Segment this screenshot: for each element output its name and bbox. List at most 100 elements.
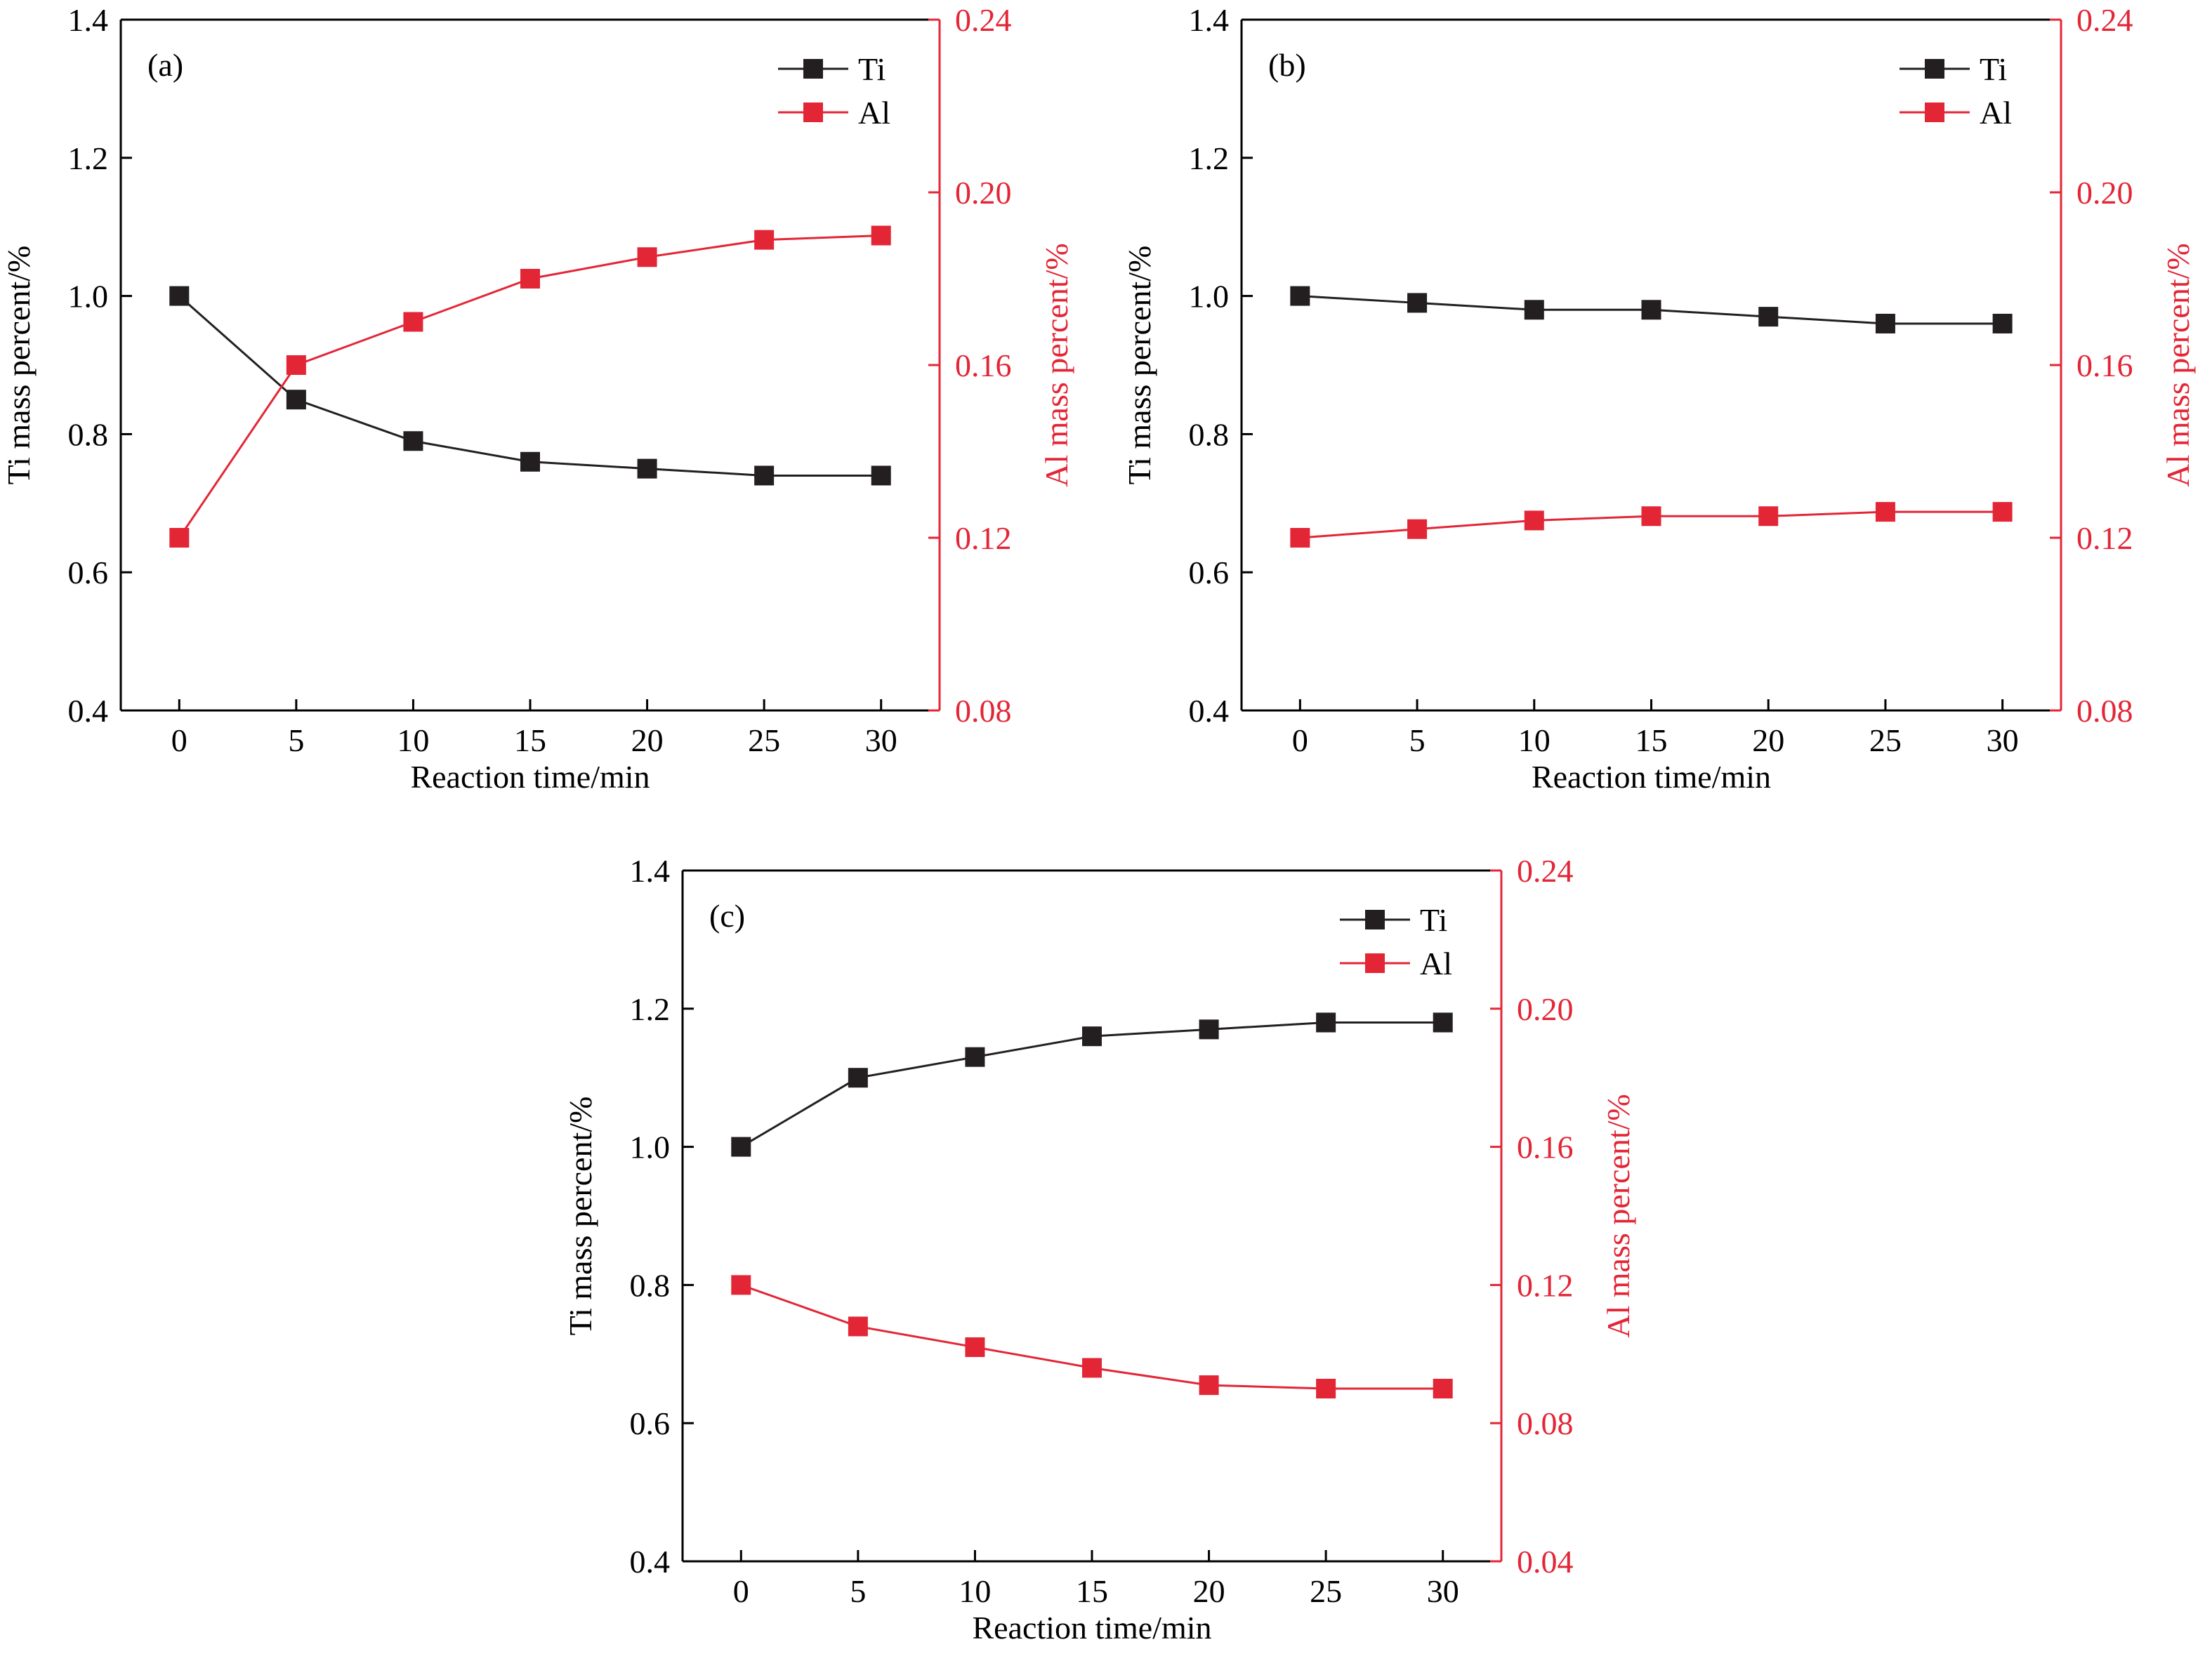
- x-tick-label: 5: [850, 1573, 866, 1609]
- right-y-tick-label: 0.08: [955, 693, 1012, 729]
- legend-label-ti: Ti: [1420, 902, 1447, 938]
- left-y-tick-label: 0.8: [630, 1267, 671, 1303]
- right-y-tick-label: 0.16: [955, 348, 1012, 383]
- left-y-tick-label: 1.2: [630, 991, 671, 1027]
- right-y-tick-label: 0.08: [2076, 693, 2133, 729]
- data-point-ti: [1199, 1019, 1219, 1040]
- x-tick-label: 20: [1193, 1573, 1225, 1609]
- panel-a: 0 5 10 15 20 25 30 0.4 0.6 0.8 1.0 1.2 1.4 0.08 0.12 0.…: [1, 2, 1074, 795]
- x-tick-label: 30: [1987, 722, 2019, 758]
- right-y-axis-title: Al mass percent/%: [2160, 243, 2196, 487]
- data-point-ti: [1316, 1012, 1336, 1033]
- legend-marker-ti: [1365, 910, 1385, 929]
- data-point-al: [754, 230, 775, 250]
- x-axis-title: Reaction time/min: [410, 759, 650, 795]
- x-tick-label: 5: [288, 722, 304, 758]
- left-y-tick-label: 0.6: [1189, 555, 1230, 590]
- x-tick-label: 0: [1292, 722, 1308, 758]
- left-y-tick-label: 1.2: [1189, 140, 1230, 176]
- data-point-al: [1641, 506, 1661, 527]
- data-point-al: [1316, 1379, 1336, 1398]
- left-y-tick-label: 1.0: [630, 1130, 671, 1165]
- data-point-ti: [1758, 307, 1779, 327]
- legend-label-al: Al: [858, 95, 890, 131]
- left-y-tick-label: 0.6: [68, 555, 109, 590]
- left-y-tick-label: 0.4: [630, 1544, 671, 1580]
- data-point-al: [1407, 519, 1428, 539]
- left-y-tick-label: 1.2: [68, 140, 109, 176]
- data-point-al: [871, 225, 891, 246]
- x-tick-label: 10: [1518, 722, 1551, 758]
- legend-label-al: Al: [1420, 946, 1452, 981]
- x-tick-label: 0: [733, 1573, 749, 1609]
- data-point-ti: [1407, 293, 1428, 313]
- legend-label-al: Al: [1980, 95, 2012, 131]
- left-y-tick-label: 1.4: [68, 2, 109, 38]
- data-point-ti: [637, 458, 657, 479]
- left-y-tick-label: 0.8: [68, 416, 109, 452]
- x-axis-title: Reaction time/min: [1532, 759, 1771, 795]
- legend-marker-al: [1365, 953, 1385, 973]
- x-tick-label: 25: [1310, 1573, 1342, 1609]
- left-y-tick-label: 0.4: [68, 693, 109, 729]
- x-tick-label: 30: [865, 722, 897, 758]
- data-point-al: [1433, 1379, 1453, 1398]
- legend-marker-al: [1925, 102, 1944, 122]
- right-y-tick-label: 0.20: [1517, 991, 1574, 1027]
- panel-b: 0 5 10 15 20 25 30 0.4 0.6 0.8 1.0 1.2 1.4 0.08 0.12 0.…: [1121, 2, 2196, 795]
- data-point-ti: [871, 465, 891, 486]
- data-point-ti: [169, 286, 190, 306]
- left-y-tick-label: 0.8: [1189, 416, 1230, 452]
- data-point-al: [1082, 1358, 1102, 1378]
- data-point-ti: [1433, 1012, 1453, 1033]
- data-point-al: [1199, 1375, 1219, 1396]
- right-y-tick-label: 0.08: [1517, 1405, 1574, 1441]
- x-tick-label: 25: [1869, 722, 1902, 758]
- x-tick-label: 25: [748, 722, 780, 758]
- data-point-ti: [520, 451, 540, 472]
- x-tick-label: 0: [171, 722, 187, 758]
- x-tick-label: 15: [1635, 722, 1668, 758]
- data-point-ti: [848, 1068, 868, 1088]
- data-point-ti: [1082, 1026, 1102, 1047]
- data-point-ti: [286, 390, 306, 410]
- data-point-ti: [403, 431, 423, 451]
- right-y-axis-title: Al mass percent/%: [1039, 243, 1074, 487]
- legend-label-ti: Ti: [1980, 51, 2007, 87]
- left-y-tick-label: 1.0: [68, 279, 109, 315]
- panel-label: (c): [709, 898, 745, 934]
- right-y-tick-label: 0.24: [955, 2, 1012, 38]
- right-y-axis-title: Al mass percent/%: [1600, 1094, 1636, 1337]
- series-line-ti: [178, 295, 881, 477]
- right-y-tick-label: 0.24: [1517, 853, 1574, 889]
- data-point-ti: [1641, 300, 1661, 320]
- x-tick-label: 15: [1076, 1573, 1108, 1609]
- data-point-al: [1524, 510, 1544, 531]
- data-point-al: [731, 1275, 751, 1295]
- left-y-tick-label: 1.4: [1189, 2, 1230, 38]
- x-tick-label: 15: [514, 722, 546, 758]
- left-y-axis-title: Ti mass percent/%: [1121, 246, 1157, 485]
- data-point-al: [965, 1337, 985, 1357]
- data-point-al: [637, 247, 657, 267]
- left-y-tick-label: 0.4: [1189, 693, 1230, 729]
- right-y-tick-label: 0.04: [1517, 1544, 1574, 1580]
- data-point-ti: [754, 465, 775, 486]
- x-tick-label: 30: [1427, 1573, 1459, 1609]
- x-tick-label: 10: [397, 722, 429, 758]
- right-y-tick-label: 0.20: [2076, 175, 2133, 211]
- data-point-ti: [1524, 300, 1544, 320]
- data-point-al: [1875, 502, 1895, 522]
- left-y-axis-title: Ti mass percent/%: [1, 246, 37, 485]
- left-y-tick-label: 0.6: [630, 1405, 671, 1441]
- panel-c: 0 5 10 15 20 25 30 0.4 0.6 0.8 1.0 1.2 1.4 0.04 0.08 0.…: [562, 853, 1636, 1646]
- right-y-tick-label: 0.12: [955, 520, 1012, 556]
- x-tick-label: 20: [631, 722, 664, 758]
- data-point-al: [286, 355, 306, 375]
- legend-label-ti: Ti: [858, 51, 886, 87]
- data-point-ti: [731, 1137, 751, 1157]
- data-point-al: [1992, 502, 2013, 522]
- data-point-al: [520, 269, 540, 289]
- data-point-ti: [1290, 286, 1310, 306]
- x-tick-label: 10: [959, 1573, 991, 1609]
